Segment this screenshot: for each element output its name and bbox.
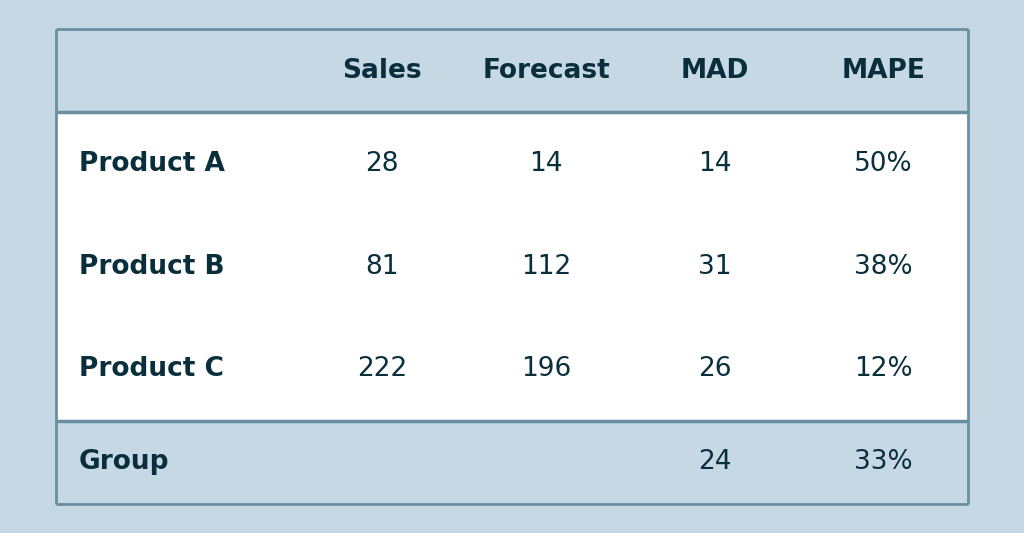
Text: Sales: Sales: [342, 58, 422, 84]
Text: 26: 26: [698, 356, 731, 382]
Text: Group: Group: [79, 449, 169, 475]
Text: Product B: Product B: [79, 254, 224, 279]
Text: 31: 31: [698, 254, 731, 279]
Text: Product C: Product C: [79, 356, 223, 382]
Text: 112: 112: [521, 254, 571, 279]
Text: 14: 14: [529, 151, 563, 177]
Text: 81: 81: [366, 254, 399, 279]
Text: 50%: 50%: [854, 151, 912, 177]
Bar: [56, 421, 968, 504]
Bar: [56, 112, 968, 421]
Text: 38%: 38%: [854, 254, 912, 279]
Text: 24: 24: [698, 449, 731, 475]
Text: Forecast: Forecast: [482, 58, 610, 84]
Text: 12%: 12%: [854, 356, 912, 382]
Text: Product A: Product A: [79, 151, 224, 177]
Text: 222: 222: [357, 356, 408, 382]
Text: 196: 196: [521, 356, 571, 382]
Text: 14: 14: [698, 151, 731, 177]
Text: 28: 28: [366, 151, 399, 177]
Text: MAD: MAD: [681, 58, 749, 84]
Text: MAPE: MAPE: [842, 58, 926, 84]
Text: 33%: 33%: [854, 449, 912, 475]
Bar: [56, 29, 968, 112]
